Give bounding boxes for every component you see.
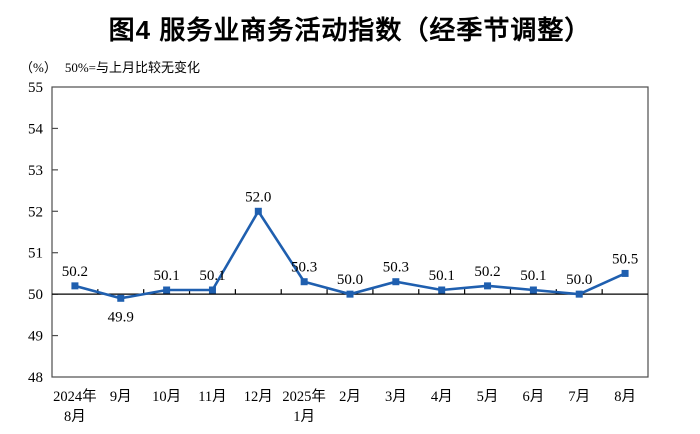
x-category-label: 11月 bbox=[198, 389, 226, 405]
data-point-marker bbox=[621, 269, 629, 277]
y-tick-label: 51 bbox=[28, 246, 43, 262]
data-point-marker bbox=[484, 282, 492, 290]
data-point-label: 50.3 bbox=[383, 260, 409, 276]
data-point-marker bbox=[438, 286, 446, 294]
data-point-marker bbox=[254, 207, 262, 215]
x-category-label: 1月 bbox=[293, 409, 315, 425]
data-point-label: 50.3 bbox=[291, 260, 317, 276]
data-point-marker bbox=[346, 290, 354, 298]
chart-title: 图4 服务业商务活动指数（经季节调整） bbox=[108, 15, 592, 45]
y-tick-label: 49 bbox=[28, 329, 43, 345]
x-category-label: 6月 bbox=[523, 389, 545, 405]
x-category-label: 8月 bbox=[614, 389, 636, 405]
data-point-marker bbox=[208, 286, 216, 294]
data-point-label: 52.0 bbox=[245, 189, 271, 205]
data-point-marker bbox=[392, 278, 400, 286]
data-point-marker bbox=[300, 278, 308, 286]
x-category-label: 5月 bbox=[477, 389, 499, 405]
data-point-label: 50.0 bbox=[566, 272, 592, 288]
data-point-marker bbox=[163, 286, 171, 294]
data-point-marker bbox=[71, 282, 79, 290]
x-category-label: 12月 bbox=[244, 389, 273, 405]
x-category-label: 3月 bbox=[385, 389, 407, 405]
data-point-label: 50.2 bbox=[474, 264, 500, 280]
x-category-label: 9月 bbox=[110, 389, 132, 405]
y-tick-label: 48 bbox=[28, 370, 43, 386]
x-category-label: 2025年 bbox=[282, 388, 326, 405]
y-tick-label: 55 bbox=[28, 80, 43, 96]
data-point-label: 50.1 bbox=[199, 268, 225, 284]
data-point-label: 50.1 bbox=[429, 268, 455, 284]
plot-frame bbox=[51, 86, 649, 378]
data-point-marker bbox=[575, 290, 583, 298]
data-point-marker bbox=[117, 294, 125, 302]
data-point-label: 50.2 bbox=[62, 264, 88, 280]
x-category-label: 4月 bbox=[431, 389, 453, 405]
data-point-marker bbox=[529, 286, 537, 294]
y-tick-label: 52 bbox=[28, 204, 43, 220]
y-axis-unit-label: （%） bbox=[20, 60, 57, 75]
x-category-label: 2024年 bbox=[53, 388, 97, 405]
x-category-label: 7月 bbox=[568, 389, 590, 405]
x-category-label: 10月 bbox=[152, 389, 181, 405]
data-point-label: 50.1 bbox=[520, 268, 546, 284]
y-tick-label: 54 bbox=[28, 121, 44, 137]
baseline-note: 50%=与上月比较无变化 bbox=[64, 60, 201, 75]
data-point-label: 50.1 bbox=[153, 268, 179, 284]
data-point-label: 50.0 bbox=[337, 272, 363, 288]
data-point-label: 50.5 bbox=[612, 251, 638, 267]
y-tick-label: 50 bbox=[28, 287, 43, 303]
data-point-label: 49.9 bbox=[108, 309, 134, 325]
x-category-label: 2月 bbox=[339, 389, 361, 405]
y-tick-label: 53 bbox=[28, 163, 43, 179]
axis-note: （%） 50%=与上月比较无变化 bbox=[20, 57, 200, 76]
x-category-label: 8月 bbox=[64, 409, 86, 425]
